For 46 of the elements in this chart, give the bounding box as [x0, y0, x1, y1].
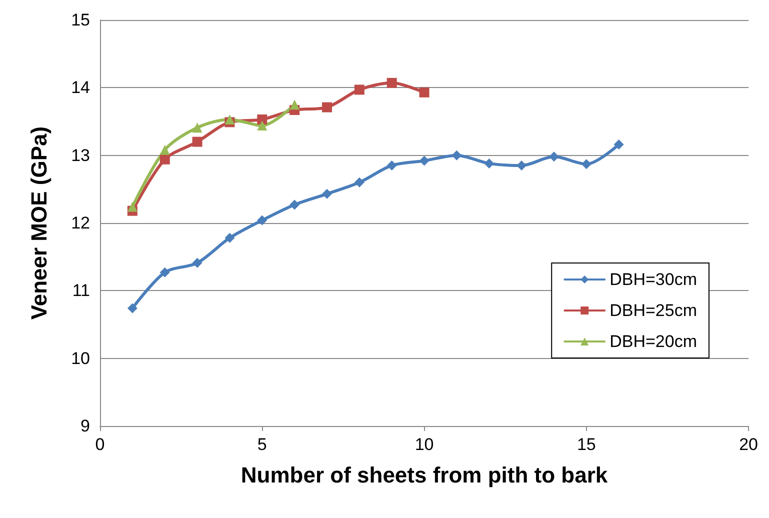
point [322, 188, 332, 199]
point [290, 200, 300, 210]
point [322, 102, 332, 112]
point [257, 120, 268, 131]
point [224, 114, 235, 124]
x-tick-label: 15 [576, 435, 596, 454]
point [160, 154, 170, 164]
point [548, 152, 559, 162]
point [581, 159, 592, 170]
y-tick-label: 10 [71, 348, 90, 368]
point [192, 122, 202, 133]
y-axis-title: Veneer MOE (GPa) [26, 126, 52, 320]
x-tick-label: 20 [739, 435, 758, 454]
y-tick-label: 11 [72, 281, 90, 300]
point [516, 160, 527, 170]
point [127, 303, 138, 314]
point [127, 202, 138, 212]
legend-label: DBH=20cm [610, 332, 697, 351]
y-tick-label: 14 [71, 78, 90, 98]
x-axis-title: Number of sheets from pith to bark [240, 462, 608, 488]
y-tick-label: 9 [80, 416, 90, 436]
x-tick-label: 0 [95, 435, 105, 454]
y-tick-label: 13 [71, 146, 90, 165]
point [290, 100, 300, 110]
point [419, 87, 430, 98]
point [257, 215, 268, 226]
point [452, 150, 462, 160]
legend-label: DBH=25cm [610, 301, 697, 320]
point [386, 78, 397, 88]
point [386, 160, 397, 170]
x-tick-label: 10 [414, 435, 434, 454]
point [224, 232, 235, 243]
y-tick-label: 15 [71, 10, 90, 30]
y-tick-label: 12 [71, 214, 90, 232]
point [419, 156, 430, 166]
point [614, 140, 624, 150]
point [257, 114, 268, 124]
point [160, 144, 170, 155]
legend-label: DBH=30cm [610, 270, 697, 289]
point [354, 84, 364, 95]
x-tick-label: 5 [257, 435, 267, 454]
point [160, 267, 170, 278]
point [192, 136, 202, 147]
point [354, 177, 364, 188]
point [484, 158, 494, 168]
point [192, 258, 202, 268]
